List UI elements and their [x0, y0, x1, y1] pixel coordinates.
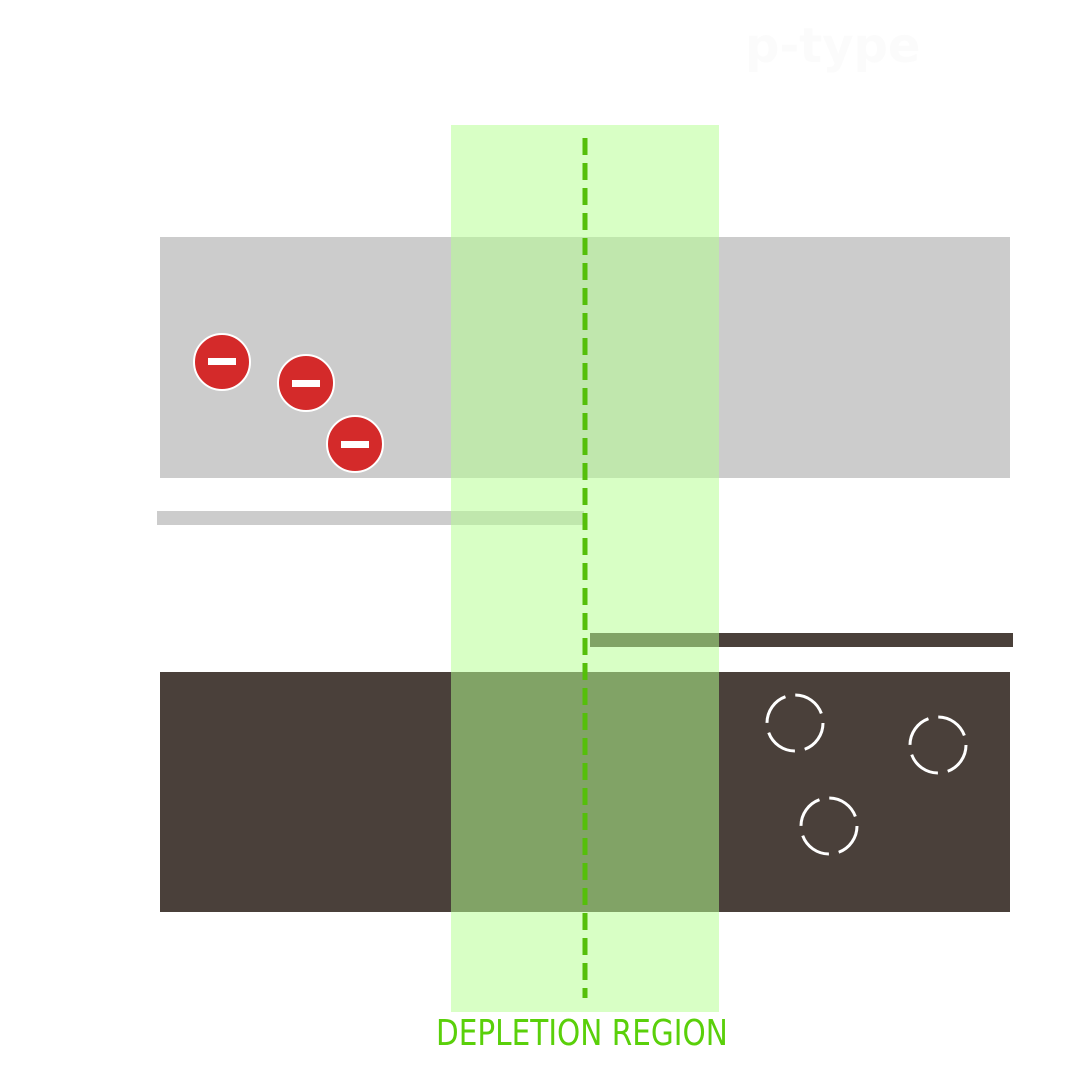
region-label: p-type	[745, 18, 921, 74]
hole	[799, 796, 859, 856]
minus-icon	[292, 380, 320, 387]
minus-icon	[341, 441, 369, 448]
hole	[908, 715, 968, 775]
minus-icon	[208, 358, 236, 365]
electron	[326, 415, 384, 473]
depletion-region-label: DEPLETION REGION	[436, 1013, 728, 1054]
electron	[193, 333, 251, 391]
electron	[277, 354, 335, 412]
hole	[765, 693, 825, 753]
